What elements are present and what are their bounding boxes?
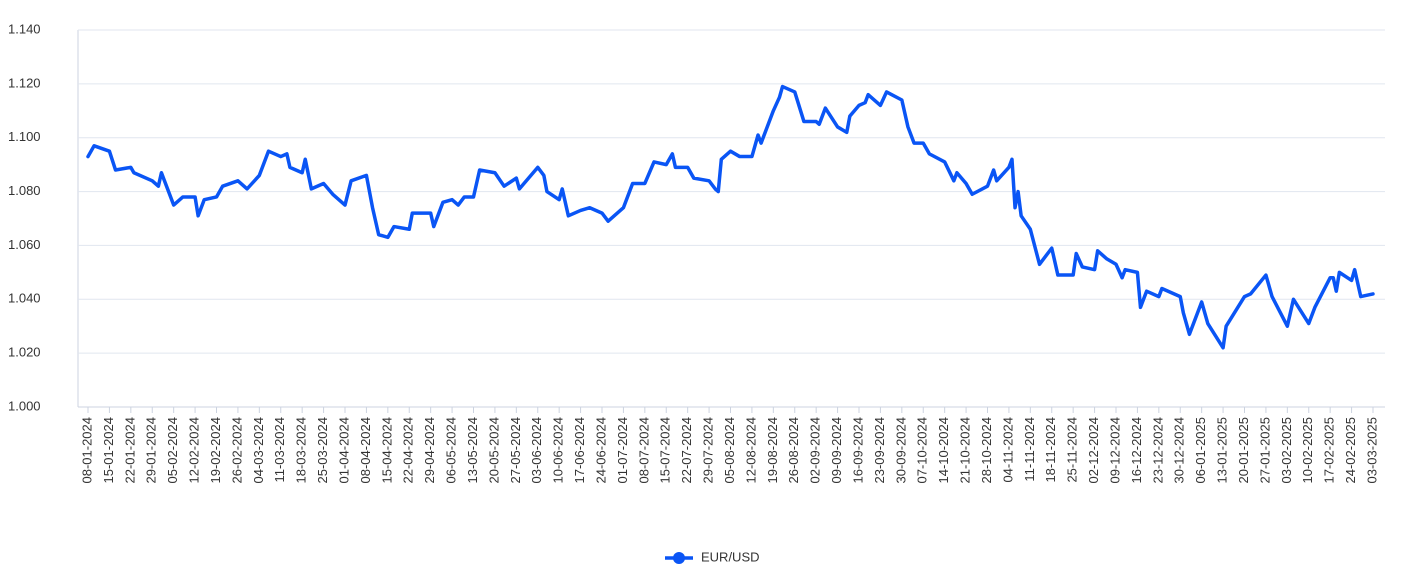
x-tick-label: 02-09-2024 xyxy=(808,417,823,484)
x-tick-label: 26-08-2024 xyxy=(786,417,801,484)
x-tick-label: 07-10-2024 xyxy=(915,417,930,484)
x-tick-label: 22-04-2024 xyxy=(401,417,416,484)
x-tick-label: 13-05-2024 xyxy=(465,417,480,484)
x-tick-label: 05-08-2024 xyxy=(722,417,737,484)
x-tick-label: 05-02-2024 xyxy=(165,417,180,484)
x-tick-label: 23-12-2024 xyxy=(1150,417,1165,484)
x-tick-label: 03-06-2024 xyxy=(529,417,544,484)
y-tick-label: 1.140 xyxy=(8,21,41,36)
x-tick-label: 14-10-2024 xyxy=(936,417,951,484)
x-tick-label: 18-11-2024 xyxy=(1043,417,1058,483)
x-tick-label: 03-02-2025 xyxy=(1279,417,1294,484)
y-tick-label: 1.020 xyxy=(8,345,41,360)
x-tick-label: 25-03-2024 xyxy=(315,417,330,484)
x-tick-label: 19-02-2024 xyxy=(208,417,223,484)
x-tick-label: 02-12-2024 xyxy=(1086,417,1101,484)
x-tick-label: 22-07-2024 xyxy=(679,417,694,484)
y-tick-label: 1.120 xyxy=(8,75,41,90)
x-tick-label: 18-03-2024 xyxy=(294,417,309,484)
x-tick-label: 09-09-2024 xyxy=(829,417,844,484)
x-tick-label: 01-04-2024 xyxy=(336,417,351,484)
x-tick-label: 06-01-2025 xyxy=(1193,417,1208,484)
x-tick-label: 13-01-2025 xyxy=(1215,417,1230,484)
x-tick-label: 24-02-2025 xyxy=(1343,417,1358,484)
x-tick-label: 20-05-2024 xyxy=(486,417,501,484)
x-tick-label: 11-11-2024 xyxy=(1022,417,1037,482)
x-tick-label: 16-12-2024 xyxy=(1129,417,1144,484)
x-tick-label: 15-04-2024 xyxy=(379,417,394,484)
x-tick-label: 09-12-2024 xyxy=(1107,417,1122,484)
x-tick-label: 28-10-2024 xyxy=(979,417,994,484)
x-tick-label: 15-01-2024 xyxy=(101,417,116,484)
x-tick-label: 08-07-2024 xyxy=(636,417,651,484)
x-tick-label: 08-01-2024 xyxy=(79,417,94,484)
x-tick-label: 29-04-2024 xyxy=(422,417,437,484)
x-tick-label: 06-05-2024 xyxy=(444,417,459,484)
legend-marker xyxy=(673,552,685,564)
x-tick-label: 20-01-2025 xyxy=(1236,417,1251,484)
x-tick-label: 16-09-2024 xyxy=(850,417,865,484)
y-tick-label: 1.080 xyxy=(8,183,41,198)
y-tick-label: 1.040 xyxy=(8,291,41,306)
x-tick-label: 03-03-2025 xyxy=(1364,417,1379,484)
x-tick-label: 17-06-2024 xyxy=(572,417,587,484)
x-tick-label: 10-02-2025 xyxy=(1300,417,1315,484)
x-tick-label: 12-08-2024 xyxy=(743,417,758,484)
x-tick-label: 24-06-2024 xyxy=(593,417,608,484)
data-line xyxy=(86,84,1375,350)
x-tick-label: 21-10-2024 xyxy=(958,417,973,484)
x-tick-label: 10-06-2024 xyxy=(551,417,566,484)
x-tick-label: 19-08-2024 xyxy=(765,417,780,484)
x-tick-label: 17-02-2025 xyxy=(1322,417,1337,484)
x-tick-label: 25-11-2024 xyxy=(1065,417,1080,483)
x-tick-label: 29-07-2024 xyxy=(701,417,716,484)
x-tick-label: 26-02-2024 xyxy=(229,417,244,484)
x-tick-label: 27-01-2025 xyxy=(1257,417,1272,484)
x-tick-label: 23-09-2024 xyxy=(872,417,887,484)
x-tick-label: 27-05-2024 xyxy=(508,417,523,484)
y-tick-label: 1.000 xyxy=(8,398,41,413)
x-tick-label: 29-01-2024 xyxy=(144,417,159,484)
legend-label: EUR/USD xyxy=(701,549,760,564)
x-tick-label: 01-07-2024 xyxy=(615,417,630,484)
x-tick-label: 12-02-2024 xyxy=(187,417,202,484)
x-tick-label: 11-03-2024 xyxy=(272,417,287,483)
x-tick-label: 22-01-2024 xyxy=(122,417,137,484)
x-tick-label: 30-09-2024 xyxy=(893,417,908,484)
y-tick-label: 1.060 xyxy=(8,237,41,252)
x-tick-label: 30-12-2024 xyxy=(1172,417,1187,484)
x-tick-label: 04-03-2024 xyxy=(251,417,266,484)
x-tick-label: 04-11-2024 xyxy=(1000,417,1015,483)
y-tick-label: 1.100 xyxy=(8,129,41,144)
x-tick-label: 15-07-2024 xyxy=(658,417,673,484)
x-tick-label: 08-04-2024 xyxy=(358,417,373,484)
